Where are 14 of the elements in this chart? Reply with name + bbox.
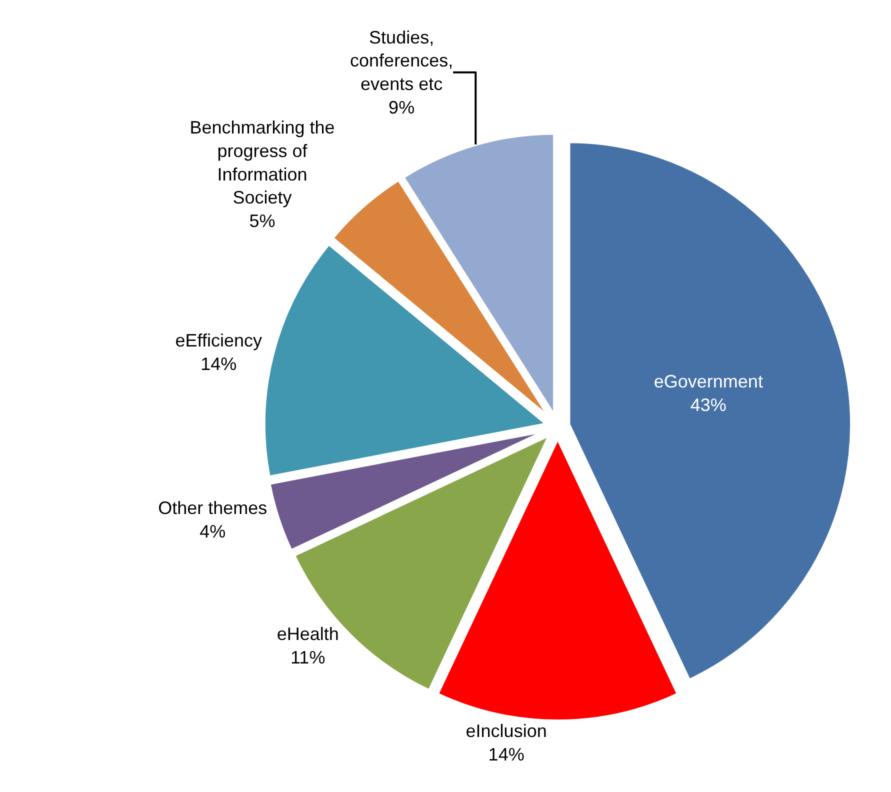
data-label: 11% [290, 647, 326, 668]
slice-label: Other themes [158, 498, 268, 518]
slice-label: eEfficiency [175, 330, 262, 351]
data-label: 4% [200, 522, 226, 542]
data-label: 43% [690, 394, 726, 415]
slice-label: Benchmarking the progress of Information Society [190, 118, 335, 208]
data-label: 9% [388, 98, 415, 118]
data-label: 14% [488, 744, 524, 764]
slice-label: eGovernment [654, 371, 763, 392]
data-label: 14% [200, 354, 237, 374]
slice-label: eHealth [276, 624, 339, 644]
slice-label: eInclusion [466, 721, 547, 741]
slice-label: Studies, conferences, events etc [350, 27, 454, 94]
data-label: 5% [249, 211, 276, 232]
